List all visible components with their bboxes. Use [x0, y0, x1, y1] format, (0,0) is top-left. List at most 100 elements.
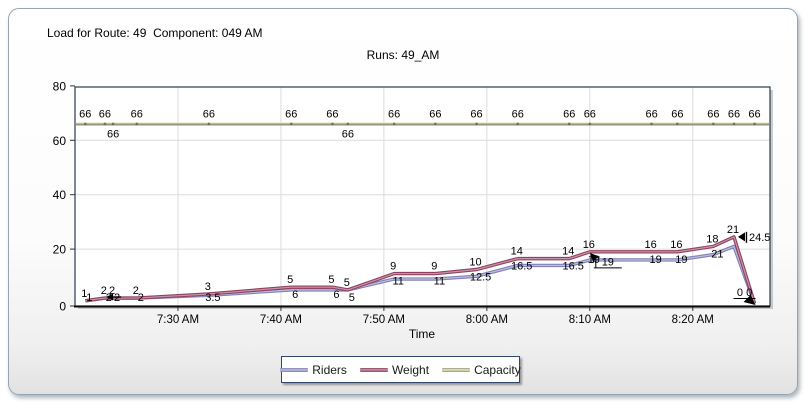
- capacity-point-marker: [588, 122, 592, 126]
- legend-label-weight: Weight: [391, 362, 430, 377]
- capacity-point-marker: [331, 122, 334, 126]
- capacity-label: 66: [707, 108, 719, 120]
- cursor-arrow-icon: [589, 252, 601, 264]
- weight-label: 11: [392, 276, 403, 288]
- capacity-line-swatch-icon: [442, 367, 471, 372]
- x-tick-label: 7:40 AM: [260, 314, 302, 326]
- y-tick-label: 40: [53, 188, 67, 202]
- annotations: 19 24.5 0 0: [106, 231, 770, 305]
- capacity-point-marker: [753, 122, 756, 126]
- series-group: [76, 122, 769, 305]
- capacity-label: 66: [388, 108, 400, 120]
- capacity-point-marker: [346, 122, 350, 126]
- weight-line-swatch-icon: [359, 367, 388, 372]
- capacity-label: 66: [285, 108, 297, 120]
- riders-label: 9: [390, 261, 396, 273]
- capacity-point-marker: [392, 122, 396, 126]
- riders-label: 2: [101, 285, 107, 297]
- report-header: Load for Route: 49 Component: 049 AM: [47, 26, 263, 40]
- weight-label: 2: [114, 292, 120, 304]
- capacity-point-marker: [475, 122, 478, 126]
- weight-label: 5: [349, 292, 355, 304]
- capacity-label: 66: [584, 108, 596, 120]
- weight-label: 19: [649, 254, 661, 266]
- capacity-label: 66: [645, 108, 657, 120]
- riders-line-swatch-icon: [280, 367, 309, 372]
- weight-label: 11: [434, 276, 445, 288]
- riders-label: 2: [133, 285, 139, 297]
- capacity-label: 66: [748, 108, 760, 120]
- capacity-point-marker: [516, 122, 520, 126]
- peak-arrow-icon: [737, 232, 745, 242]
- weight-label: 16.5: [563, 261, 584, 273]
- weight-line-highlight: [85, 236, 756, 304]
- x-tick-label: 8:10 AM: [569, 314, 611, 326]
- capacity-label: 66: [203, 108, 215, 120]
- peak-value-label: 24.5: [749, 232, 770, 244]
- capacity-point-marker: [712, 122, 715, 126]
- data-labels: 66116622662266226633.5665666566655669116…: [79, 108, 761, 304]
- capacity-point-marker: [732, 122, 736, 126]
- capacity-label: 66: [512, 108, 524, 120]
- riders-label: 14: [562, 246, 574, 258]
- riders-label: 5: [328, 274, 334, 286]
- riders-label: 3: [205, 281, 211, 293]
- capacity-label: 66: [563, 108, 575, 120]
- axis-tick-labels: 0 20 40 60 80 7:30 AM 7:40 AM 7:50 AM 8:00 AM 8:1…: [53, 79, 714, 326]
- weight-label: 19: [675, 254, 687, 266]
- weight-label: 6: [292, 289, 298, 301]
- riders-label: 5: [344, 277, 350, 289]
- capacity-label: 66: [99, 108, 111, 120]
- y-tick-label: 20: [53, 243, 67, 257]
- y-tick-label: 80: [53, 79, 67, 93]
- capacity-label: 66: [728, 108, 740, 120]
- capacity-point-marker: [650, 122, 653, 126]
- riders-label: 10: [469, 257, 481, 269]
- capacity-label: 66: [131, 108, 143, 120]
- weight-label: 12.5: [470, 272, 491, 284]
- weight-label: 1: [86, 292, 92, 304]
- capacity-label: 66: [79, 108, 91, 120]
- y-tick-label: 60: [53, 134, 67, 148]
- end-value-label: 0 0: [737, 287, 752, 299]
- riders-label: 16: [583, 239, 595, 251]
- riders-label: 9: [431, 261, 437, 273]
- riders-label: 5: [287, 274, 293, 286]
- weight-label: 6: [333, 289, 339, 301]
- capacity-point-marker: [289, 122, 293, 126]
- x-axis-title: Time: [408, 327, 436, 341]
- end-arrow-icon: [743, 295, 756, 305]
- left-arrow-marker-icon: [106, 293, 114, 301]
- capacity-label: 66: [342, 128, 354, 140]
- legend-item-riders: Riders: [280, 363, 347, 377]
- legend-label-riders: Riders: [312, 362, 347, 377]
- weight-label: 16.5: [511, 261, 532, 273]
- riders-label: 14: [511, 246, 523, 258]
- x-tick-label: 7:30 AM: [157, 314, 199, 326]
- capacity-point-marker: [676, 122, 679, 126]
- weight-label: 3.5: [205, 292, 220, 304]
- x-tick-label: 8:00 AM: [466, 314, 508, 326]
- capacity-point-marker: [207, 122, 211, 126]
- capacity-point-marker: [111, 122, 115, 126]
- weight-label: 2: [138, 292, 144, 304]
- capacity-point-marker: [103, 122, 107, 126]
- x-tick-label: 8:20 AM: [672, 314, 714, 326]
- capacity-point-marker: [83, 122, 87, 126]
- chart-legend: Riders Weight Capacity: [280, 356, 521, 383]
- riders-label: 16: [644, 239, 656, 251]
- y-tick-label: 0: [59, 300, 66, 314]
- capacity-point-marker: [434, 122, 437, 126]
- legend-item-weight: Weight: [359, 362, 430, 377]
- riders-label: 18: [706, 233, 718, 245]
- capacity-label: 66: [470, 108, 482, 120]
- capacity-point-marker: [567, 122, 571, 126]
- legend-label-capacity: Capacity: [474, 362, 521, 377]
- capacity-label: 66: [326, 108, 338, 120]
- riders-label: 1: [81, 288, 87, 300]
- capacity-label: 66: [429, 108, 441, 120]
- riders-label: 16: [670, 239, 682, 251]
- callout-value-label: 19: [602, 256, 614, 268]
- riders-label: 2: [109, 285, 115, 297]
